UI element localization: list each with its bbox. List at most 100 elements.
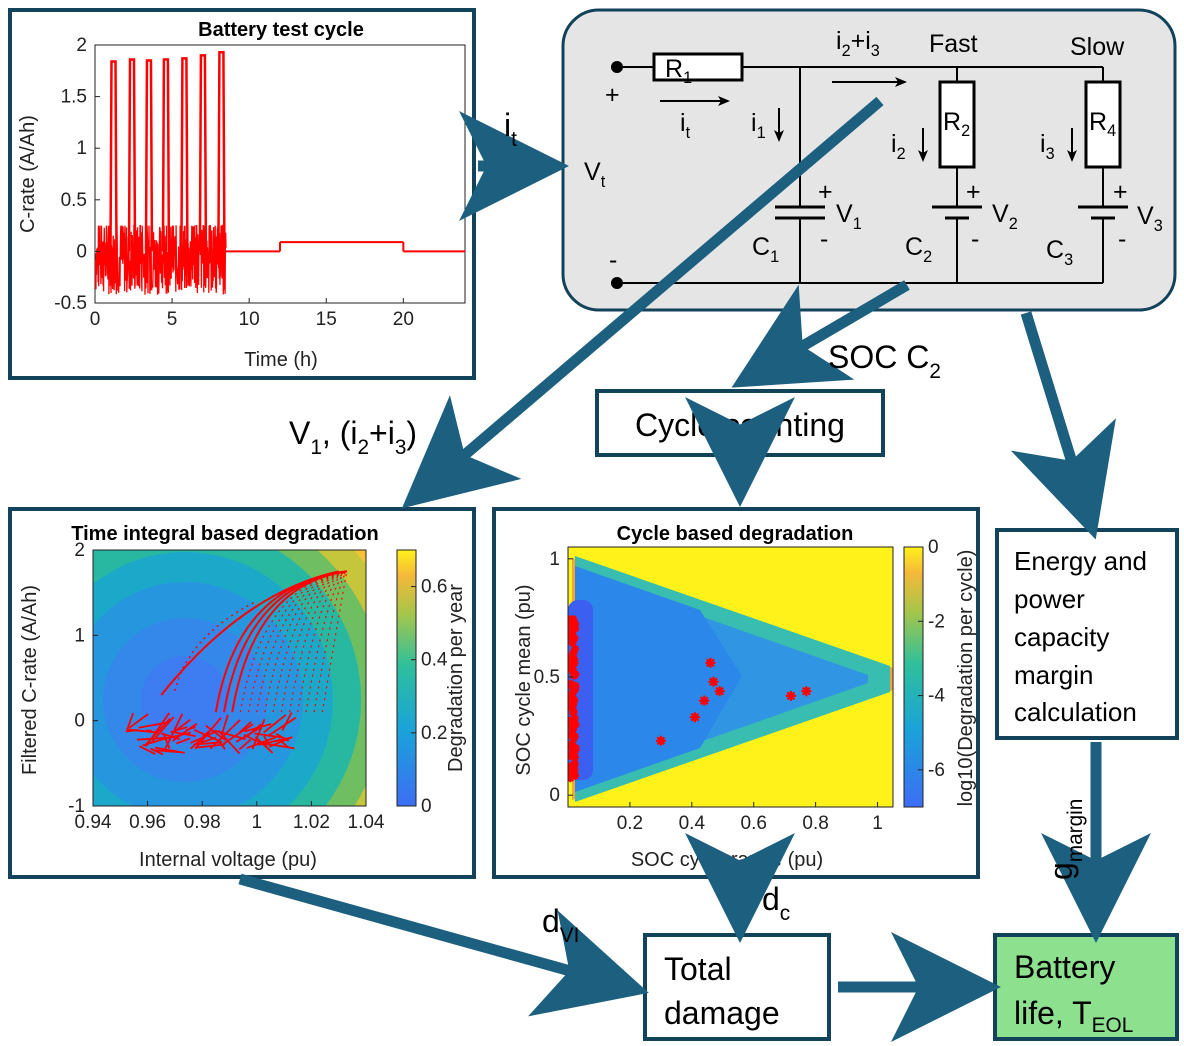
- arrow-time-integral-to-damage: [238, 873, 649, 1017]
- colorbar-tick-label: -6: [928, 760, 945, 781]
- axes-c: 0.2 0.4 0.6 0.8 1 0 0.5 1: [534, 549, 883, 834]
- trajectory-seg: [281, 712, 293, 731]
- c2-label: C2: [905, 233, 932, 266]
- colorbar-ticks: 0 0.2 0.4 0.6: [411, 577, 448, 817]
- trajectory-seg: [175, 737, 191, 745]
- equivalent-circuit: R1 R2 R4 C1 C2 C3 V1 V2 V3 Vt it i1 i2 i…: [561, 8, 1177, 312]
- cycle-point: [571, 743, 580, 752]
- pulse: [109, 60, 118, 252]
- x-tick-label: 5: [167, 309, 178, 330]
- resistor-r2: [938, 80, 976, 169]
- flow-arrows: [238, 96, 1151, 1042]
- energy-line-1: Energy and: [1014, 546, 1147, 576]
- trajectory-seg: [145, 712, 171, 747]
- trajectory-seg: [237, 721, 252, 735]
- trajectory-curve: [174, 600, 258, 691]
- cycle-point: [568, 708, 578, 717]
- energy-power-box: Energy and power capacity margin calcula…: [995, 528, 1179, 740]
- colorbar-tick-label: 0.6: [421, 577, 447, 598]
- cycle-point: [714, 686, 725, 697]
- trajectory-seg: [193, 729, 223, 743]
- y-axis-label: C-rate (A/Ah): [17, 115, 39, 233]
- cycle-point: [568, 701, 577, 710]
- y-axis-label: Filtered C-rate (A/Ah): [19, 585, 41, 775]
- trajectory-curve: [272, 570, 348, 713]
- battery-test-cycle-panel: Battery test cycle 0 5 10 15 20-0.500.511.52…: [8, 8, 476, 380]
- battery-life-line-1: Battery: [1014, 949, 1115, 985]
- cycle-point: [571, 670, 580, 679]
- trajectory-seg: [238, 739, 252, 751]
- x-tick-label: 1.04: [348, 812, 385, 833]
- i1-label: i1: [751, 109, 766, 142]
- colorbar-ticks: 0 -2 -4 -6: [918, 537, 945, 781]
- trajectory-seg: [126, 712, 134, 731]
- cycle-point: [705, 657, 716, 668]
- trajectory-curve: [321, 571, 348, 713]
- i2i3-label: i2+i3: [836, 27, 880, 60]
- trajectory-curve: [160, 570, 339, 696]
- axes-a: 0 5 10 15 20-0.500.511.52: [54, 35, 414, 330]
- y-tick-label: -1: [68, 796, 85, 817]
- c3-label: C3: [1046, 236, 1073, 269]
- x-tick-label: 1.02: [293, 812, 330, 833]
- cycle-point: [699, 695, 710, 706]
- trajectory-curve: [264, 570, 348, 713]
- cycle-point: [801, 686, 812, 697]
- slow-label: Slow: [1070, 33, 1125, 61]
- dc-label: dc: [762, 881, 790, 925]
- heatmap-background: [568, 547, 893, 807]
- colorbar: [903, 546, 924, 808]
- y-tick-label: 0.5: [534, 667, 560, 688]
- axes-b: 0.94 0.96 0.98 1 1.02 1.04 -1 0 1 2: [68, 540, 385, 833]
- x-axis-label: Internal voltage (pu): [139, 849, 317, 871]
- r1-label: R1: [665, 55, 692, 87]
- chart-title: Time integral based degradation: [71, 523, 378, 545]
- trajectory-seg: [262, 742, 295, 750]
- y-axis-label: SOC cycle mean (pu): [513, 584, 535, 775]
- v2-label: V2: [992, 200, 1018, 233]
- cycle-point: [568, 664, 577, 673]
- x-tick-label: 0.98: [184, 812, 221, 833]
- trajectory-seg: [164, 731, 191, 740]
- total-damage-box: Total damage: [643, 933, 831, 1041]
- pulse: [198, 54, 208, 252]
- colorbar-label: Degradation per year: [445, 584, 467, 772]
- plus-terminal-label: +: [605, 81, 620, 109]
- v1-label: V1: [836, 200, 862, 233]
- energy-line-2: power: [1014, 584, 1085, 614]
- trajectory-seg: [266, 716, 297, 737]
- trajectory-curve: [239, 570, 347, 713]
- terminal-negative: [611, 277, 623, 289]
- trajectory-seg: [150, 747, 164, 756]
- colorbar-tick-label: -2: [928, 611, 945, 632]
- it-flow-label: it: [504, 107, 517, 151]
- colorbar-tick-label: 0: [928, 537, 939, 558]
- x-tick-label: 20: [393, 309, 414, 330]
- colorbar: [396, 549, 417, 807]
- r2-label: R2: [943, 108, 970, 140]
- x-tick-label: 0.6: [741, 813, 767, 834]
- heatmap-background: [93, 550, 366, 806]
- trajectory-seg: [194, 741, 221, 746]
- y-tick-label: 0: [74, 711, 85, 732]
- c1-label: C1: [752, 233, 779, 266]
- i2-label: i2: [891, 130, 906, 163]
- trajectory-seg: [251, 718, 266, 750]
- y-tick-label: 1.5: [61, 87, 87, 108]
- pulse: [217, 50, 226, 252]
- c1-plus: +: [818, 178, 833, 206]
- cycle-point: [568, 633, 576, 642]
- y-tick-label: 0.5: [61, 190, 87, 211]
- x-tick-label: 0.94: [75, 812, 112, 833]
- cycle-point: [655, 735, 666, 746]
- cycle-based-panel: Cycle based degradation 0.2 0.4 0.6 0.8 100.…: [492, 507, 980, 879]
- cycle-counting-label: Cycle counting: [635, 407, 845, 443]
- chart-title: Cycle based degradation: [617, 523, 854, 545]
- vt-label: Vt: [584, 158, 606, 191]
- x-axis-label: SOC cycle range (pu): [631, 849, 823, 871]
- trajectory-seg: [244, 723, 272, 733]
- colorbar-label: log10(Degradation per cycle): [955, 550, 977, 807]
- c1-minus: -: [820, 225, 828, 253]
- dvi-label: dVI: [542, 903, 579, 947]
